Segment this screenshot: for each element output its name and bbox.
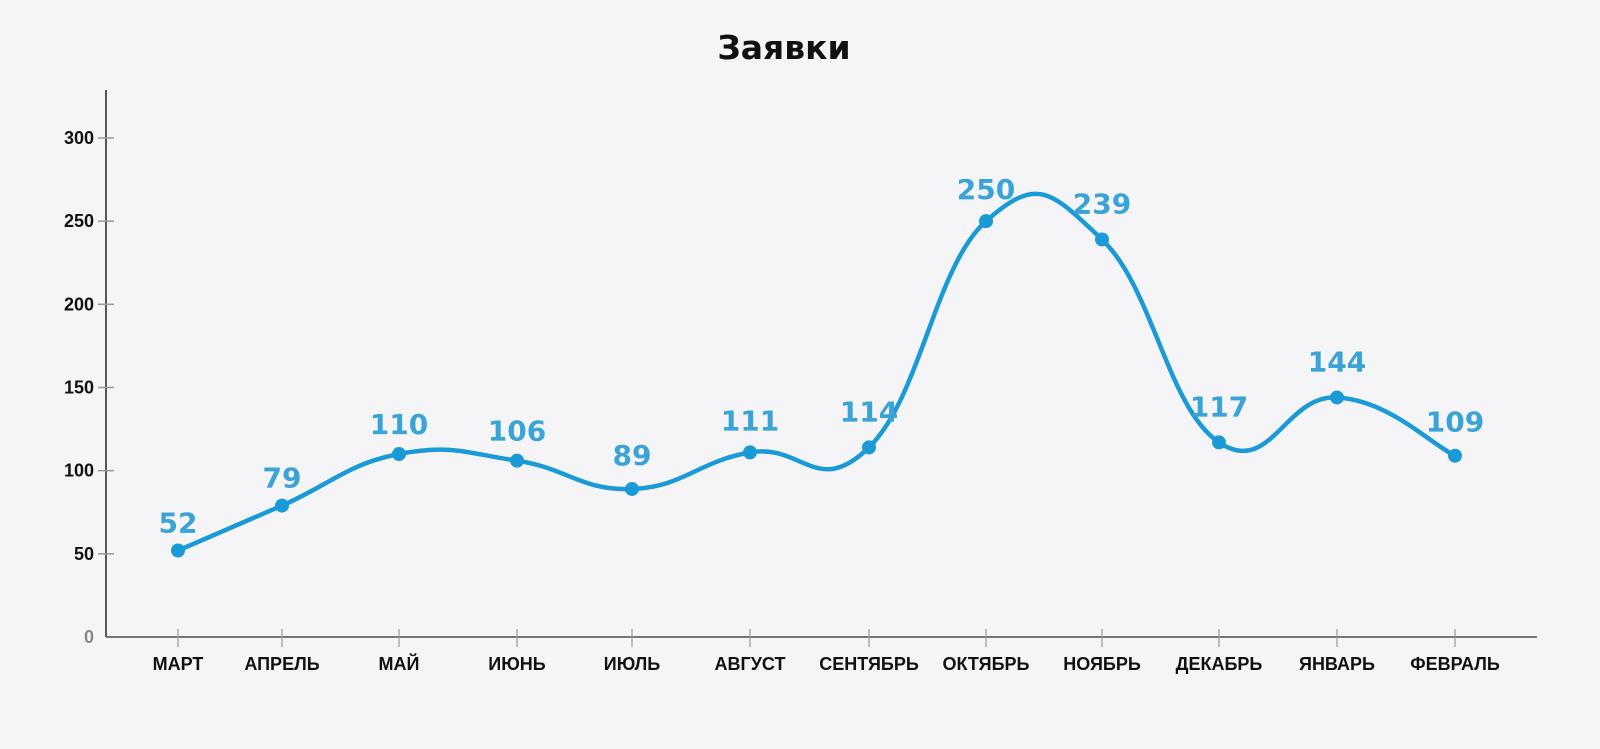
data-label: 79: [263, 462, 302, 495]
data-point: [743, 445, 757, 460]
x-tick-label: ИЮЛЬ: [604, 654, 660, 674]
data-points: [171, 214, 1462, 558]
data-point: [862, 440, 876, 455]
x-tick-label: АВГУСТ: [715, 654, 786, 674]
y-tick-label: 0: [84, 627, 94, 647]
data-point: [171, 543, 185, 558]
x-tick-label: СЕНТЯБРЬ: [819, 654, 919, 674]
y-tick-label: 300: [64, 128, 94, 148]
data-label: 110: [370, 408, 428, 441]
y-tick-label: 250: [64, 211, 94, 231]
x-tick-label: ДЕКАБРЬ: [1176, 654, 1263, 674]
x-tick-label: МАЙ: [379, 653, 420, 674]
data-labels: 52 79 110 106 89 111 114 250 239 117 144 109: [159, 173, 1485, 539]
y-tick-label: 100: [64, 461, 94, 481]
data-label: 117: [1190, 390, 1248, 423]
data-label: 114: [840, 395, 898, 428]
y-tick-label: 50: [74, 544, 94, 564]
y-tick-label: 150: [64, 378, 94, 398]
data-label: 109: [1426, 406, 1484, 439]
y-tick-label: 200: [64, 294, 94, 314]
data-point: [1212, 435, 1226, 450]
x-tick-label: НОЯБРЬ: [1063, 654, 1141, 674]
data-point: [1330, 390, 1344, 405]
data-point: [510, 453, 524, 468]
data-label: 250: [957, 173, 1015, 206]
x-tick-label: МАРТ: [153, 654, 204, 674]
data-point: [275, 498, 289, 513]
x-tick-label: ФЕВРАЛЬ: [1410, 654, 1500, 674]
series-line: [175, 191, 1458, 553]
data-point: [392, 447, 406, 462]
data-point: [625, 481, 639, 496]
data-point: [1448, 448, 1462, 463]
x-tick-label: АПРЕЛЬ: [244, 654, 319, 674]
data-label: 111: [721, 404, 779, 437]
data-point: [979, 214, 993, 229]
x-tick-label: ЯНВАРЬ: [1299, 654, 1375, 674]
data-point: [1095, 232, 1109, 247]
data-label: 106: [488, 415, 546, 448]
data-label: 144: [1308, 345, 1366, 378]
x-tick-label: ИЮНЬ: [488, 654, 545, 674]
data-label: 89: [613, 439, 652, 472]
data-label: 239: [1073, 187, 1131, 220]
data-label: 52: [159, 507, 198, 540]
x-axis: МАРТ АПРЕЛЬ МАЙ ИЮНЬ ИЮЛЬ АВГУСТ СЕНТЯБРЬ ОКТЯБ…: [106, 629, 1537, 674]
chart-title: Заявки: [717, 28, 851, 67]
x-tick-label: ОКТЯБРЬ: [942, 654, 1029, 674]
y-axis: 0 50 100 150 200 250 300: [64, 90, 114, 647]
